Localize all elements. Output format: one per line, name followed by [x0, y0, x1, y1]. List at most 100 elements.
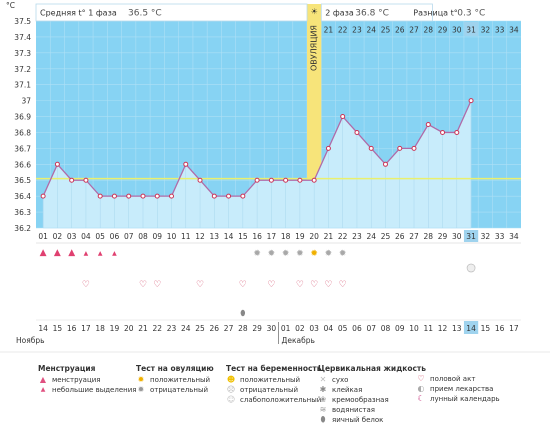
- date-label: 17: [509, 324, 519, 333]
- temperature-point: [425, 122, 431, 127]
- top-day-label: 24: [366, 26, 376, 35]
- today-highlight-date: [463, 321, 479, 334]
- y-tick-label: 36.8: [14, 128, 31, 137]
- date-label: 14: [38, 324, 48, 333]
- pill-icon: [466, 263, 476, 273]
- date-label: 17: [81, 324, 91, 333]
- y-unit: °C: [6, 1, 15, 10]
- heart-icon: ♡: [296, 280, 304, 290]
- date-label: 25: [195, 324, 205, 333]
- cycle-day-label: 17: [267, 232, 277, 241]
- legend-label: водянистая: [332, 406, 376, 414]
- temperature-point: [440, 129, 446, 135]
- temperature-point: [211, 193, 217, 199]
- date-label: 28: [238, 324, 248, 333]
- date-label: 03: [309, 324, 319, 333]
- top-day-label: 30: [452, 26, 462, 35]
- temperature-point: [297, 177, 303, 183]
- spotting-icon: ▲: [112, 250, 117, 257]
- phase1-label: Средняя t° 1 фаза: [40, 9, 117, 18]
- heart-icon: ♡: [82, 280, 90, 290]
- legend-label: лунный календарь: [430, 395, 500, 403]
- sun-icon: ☀: [311, 7, 318, 16]
- cycle-day-label: 12: [195, 232, 205, 241]
- date-label: 15: [53, 324, 63, 333]
- diff-label: Разница t°: [413, 9, 457, 18]
- heart-icon: ♡: [339, 280, 347, 290]
- menstruation-icon: ▲: [54, 248, 61, 258]
- phase1-value: 36.5 °C: [128, 9, 162, 19]
- legend-label: небольшие выделения: [52, 386, 137, 394]
- menstruation-icon: ▲: [68, 248, 75, 258]
- moon-icon: ☾: [417, 394, 425, 403]
- cycle-day-label: 32: [481, 232, 491, 241]
- legend-label: сухо: [332, 376, 349, 384]
- cycle-day-label: 24: [366, 232, 376, 241]
- date-label: 20: [124, 324, 134, 333]
- month-right-label: Декабрь: [282, 336, 315, 345]
- cycle-day-label: 05: [95, 232, 105, 241]
- temperature-point: [354, 129, 360, 135]
- legend-label: кремообразная: [332, 396, 389, 404]
- date-label: 08: [381, 324, 391, 333]
- cycle-day-label: 13: [210, 232, 220, 241]
- ovulation-negative-icon: ✹: [268, 249, 276, 259]
- legend-menstruation: Менструация ▲ менструация ▲ небольшие выде…: [38, 364, 137, 395]
- cycle-day-label: 22: [338, 232, 348, 241]
- temperature-point: [40, 193, 46, 199]
- temperature-point: [468, 98, 474, 104]
- temperature-point: [140, 193, 146, 199]
- cycle-day-label: 01: [38, 232, 48, 241]
- legend-title: Тест на беременность: [226, 364, 322, 373]
- water-icon: ≋: [319, 405, 327, 414]
- legend-title: Тест на овуляцию: [136, 364, 214, 373]
- y-tick-label: 36.5: [14, 176, 31, 185]
- top-day-label: 33: [495, 26, 505, 35]
- legend-label: положительный: [240, 376, 301, 384]
- cycle-day-label: 07: [124, 232, 134, 241]
- date-label: 23: [167, 324, 177, 333]
- temperature-point: [325, 145, 331, 151]
- date-label: 16: [495, 324, 505, 333]
- temperature-point: [97, 193, 103, 199]
- y-tick-label: 36.4: [14, 192, 31, 201]
- diff-value: 0.3 °C: [457, 9, 485, 19]
- date-label: 26: [210, 324, 220, 333]
- date-label: 06: [352, 324, 362, 333]
- y-tick-label: 37: [21, 97, 31, 106]
- header-right: [320, 3, 433, 22]
- legend-label: половой акт: [430, 375, 476, 383]
- cycle-day-label: 33: [495, 232, 505, 241]
- legend-pregnancy-test: Тест на беременность ☻ положительный ☹ отр…: [226, 364, 322, 405]
- temperature-point: [268, 177, 274, 183]
- small-drop-icon: ▲: [40, 386, 46, 393]
- cycle-day-label: 26: [395, 232, 405, 241]
- phase2-label: 2 фаза: [325, 9, 354, 18]
- legend-label: прием лекарства: [430, 385, 494, 393]
- heart-icon: ♡: [239, 280, 247, 290]
- ovulation-negative-icon: ✹: [253, 249, 261, 259]
- y-tick-label: 36.3: [14, 208, 31, 217]
- top-day-label: 29: [438, 26, 448, 35]
- menstruation-icon: ▲: [40, 248, 47, 258]
- cycle-day-label: 31: [466, 232, 476, 241]
- legend-label: положительный: [150, 376, 211, 384]
- egg-icon: ⬮: [320, 415, 326, 424]
- date-label: 11: [424, 324, 434, 333]
- top-day-label: 25: [381, 26, 391, 35]
- top-day-label: 31: [466, 26, 476, 35]
- y-tick-label: 37.5: [14, 17, 31, 26]
- y-tick-label: 37.1: [14, 81, 31, 90]
- heart-icon: ♡: [267, 280, 275, 290]
- date-label: 04: [324, 324, 334, 333]
- heart-icon: ♡: [417, 374, 425, 383]
- temperature-point: [83, 177, 89, 183]
- legend-label: отрицательный: [240, 386, 299, 394]
- legend: Менструация ▲ менструация ▲ небольшие выде…: [0, 360, 550, 442]
- date-label: 19: [110, 324, 120, 333]
- spotting-icon: ▲: [98, 250, 103, 257]
- neutral-icon: ☺: [226, 395, 236, 404]
- bbt-chart: Средняя t° 1 фаза 36.5 °C ☀ 2 фаза 36.8 °C Ра…: [0, 1, 550, 353]
- cycle-day-label: 27: [409, 232, 419, 241]
- star-icon: ✱: [319, 385, 327, 394]
